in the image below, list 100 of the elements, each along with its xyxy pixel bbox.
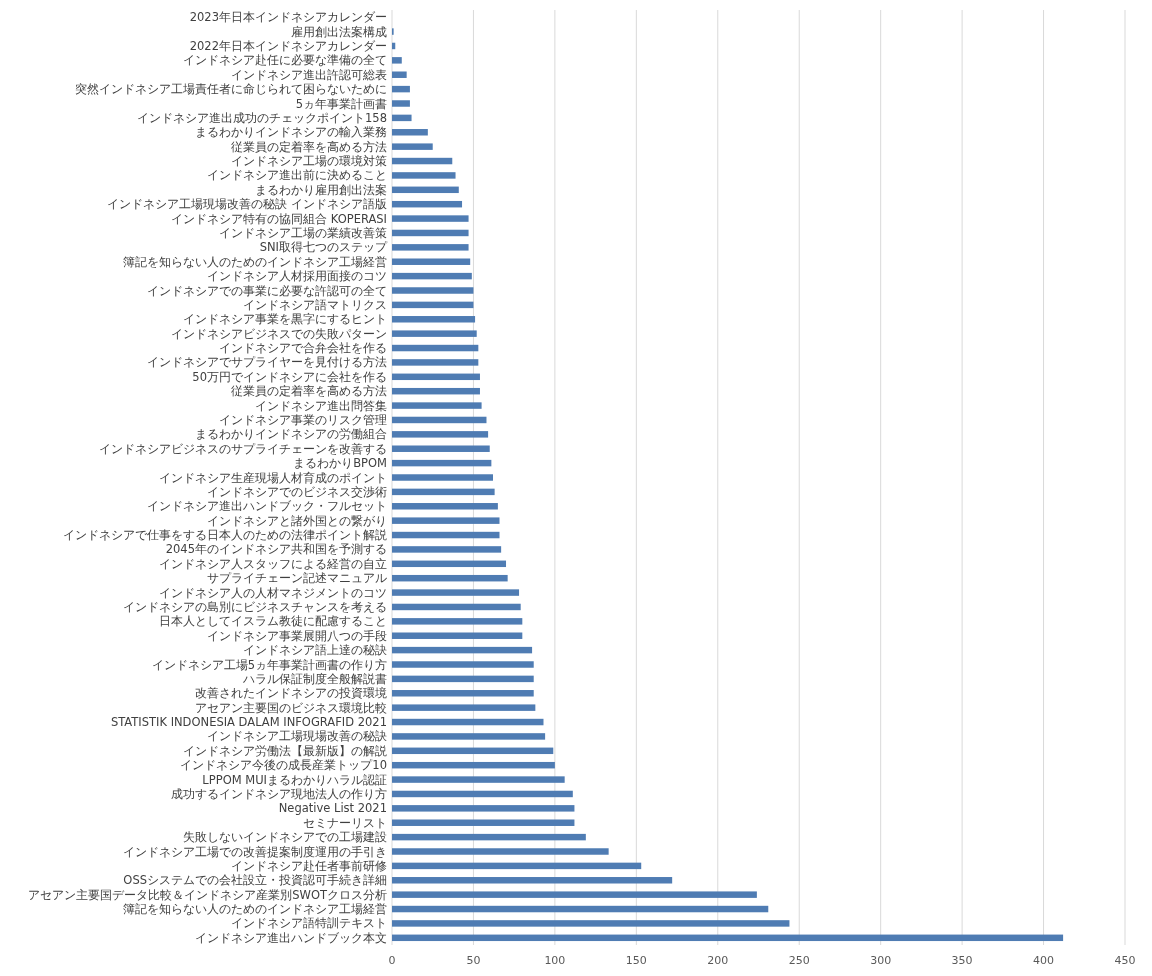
bar bbox=[392, 891, 757, 898]
y-tick-label: インドネシア進出成功のチェックポイント158 bbox=[137, 110, 387, 125]
y-tick-label: インドネシア語上達の秘訣 bbox=[243, 643, 387, 658]
y-tick-label: インドネシアでの事業に必要な許認可の全て bbox=[147, 283, 387, 298]
y-tick-label: インドネシア工場現場改善の秘訣 bbox=[207, 729, 387, 744]
y-tick-label: インドネシア事業展開八つの手段 bbox=[207, 628, 387, 643]
y-tick-label: インドネシア赴任に必要な準備の全て bbox=[183, 53, 387, 68]
bar bbox=[392, 718, 544, 726]
y-tick-label: 2023年日本インドネシアカレンダー bbox=[189, 10, 387, 25]
y-tick-label: インドネシア工場5ヵ年事業計画書の作り方 bbox=[151, 657, 387, 672]
x-tick-label: 0 bbox=[388, 954, 396, 967]
bar bbox=[392, 129, 428, 136]
bar bbox=[392, 85, 410, 93]
y-tick-label: アセアン主要国のビジネス環境比較 bbox=[195, 700, 387, 715]
x-tick-label: 450 bbox=[1114, 954, 1136, 967]
bar bbox=[392, 819, 575, 826]
y-tick-label: ハラル保証制度全般解説書 bbox=[242, 671, 387, 686]
y-tick-label: インドネシア進出問答集 bbox=[255, 398, 387, 413]
y-tick-label: インドネシア人材採用面接のコツ bbox=[207, 269, 387, 284]
bar bbox=[392, 531, 500, 539]
y-tick-label: インドネシア語マトリクス bbox=[243, 297, 387, 312]
y-tick-label: 簿記を知らない人のためのインドネシア工場経営 bbox=[123, 902, 387, 917]
bar bbox=[392, 416, 487, 424]
y-tick-label: 日本人としてイスラム教徒に配慮すること bbox=[159, 614, 387, 629]
y-tick-label: 5ヵ年事業計画書 bbox=[295, 96, 387, 111]
bar bbox=[392, 459, 492, 467]
y-tick-label: 従業員の定着率を高める方法 bbox=[231, 139, 387, 154]
bar bbox=[392, 704, 536, 711]
y-tick-label: インドネシア人の人材マネジメントのコツ bbox=[159, 585, 387, 600]
y-tick-label: インドネシア工場の業績改善策 bbox=[219, 225, 387, 240]
bar bbox=[392, 862, 642, 870]
y-tick-label: OSSシステムでの会社設立・投資認可手続き詳細 bbox=[123, 873, 387, 888]
y-tick-label: インドネシア事業のリスク管理 bbox=[219, 412, 387, 427]
bar bbox=[392, 100, 410, 107]
y-tick-label: まるわかり雇用創出法案 bbox=[255, 182, 387, 197]
bar bbox=[392, 690, 534, 697]
y-tick-label: インドネシア進出ハンドブック本文 bbox=[195, 930, 387, 945]
y-tick-label: 失敗しないインドネシアでの工場建設 bbox=[183, 830, 387, 845]
bar bbox=[392, 301, 474, 309]
bar bbox=[392, 934, 1064, 942]
y-tick-label: 従業員の定着率を高める方法 bbox=[231, 384, 387, 399]
bar bbox=[392, 747, 554, 755]
x-tick-label: 300 bbox=[870, 954, 892, 967]
y-tick-label: インドネシア工場の環境対策 bbox=[231, 154, 387, 169]
y-tick-label: まるわかりインドネシアの労働組合 bbox=[195, 427, 387, 442]
bar bbox=[392, 229, 469, 237]
y-tick-label: Negative List 2021 bbox=[278, 801, 387, 816]
y-tick-label: セミナーリスト bbox=[303, 815, 387, 830]
bar bbox=[392, 474, 493, 481]
bar bbox=[392, 646, 533, 654]
bar bbox=[392, 776, 565, 783]
bar bbox=[392, 287, 474, 294]
y-tick-label: インドネシアで仕事をする日本人のための法律ポイント解説 bbox=[63, 528, 387, 543]
bar bbox=[392, 805, 575, 812]
bar bbox=[392, 733, 546, 740]
bar bbox=[392, 186, 459, 194]
bar bbox=[392, 761, 555, 769]
bar bbox=[392, 503, 498, 510]
y-tick-label: まるわかりBPOM bbox=[293, 456, 387, 471]
y-tick-label: インドネシアの島別にビジネスチャンスを考える bbox=[123, 599, 387, 614]
bar bbox=[392, 920, 790, 927]
bar bbox=[392, 905, 769, 913]
bar bbox=[392, 258, 471, 265]
bar bbox=[392, 373, 480, 381]
y-tick-label: インドネシア赴任者事前研修 bbox=[231, 858, 387, 873]
bar bbox=[392, 618, 523, 625]
bar bbox=[392, 316, 476, 323]
y-tick-label: インドネシアでサプライヤーを見付ける方法 bbox=[147, 355, 387, 370]
bar bbox=[392, 157, 453, 165]
x-tick-label: 150 bbox=[625, 954, 647, 967]
bar bbox=[392, 244, 469, 251]
y-tick-label: インドネシア語特訓テキスト bbox=[231, 916, 387, 931]
bar bbox=[392, 675, 534, 683]
bar bbox=[392, 877, 673, 884]
bar bbox=[392, 661, 534, 668]
bar bbox=[392, 603, 521, 611]
y-tick-label: インドネシア今後の成長産業トップ10 bbox=[180, 758, 387, 773]
bar bbox=[392, 359, 479, 366]
bar bbox=[392, 431, 489, 438]
bar bbox=[392, 560, 507, 568]
y-tick-label: インドネシア人スタッフによる経営の自立 bbox=[159, 556, 387, 571]
y-tick-label: インドネシア生産現場人材育成のポイント bbox=[159, 470, 387, 485]
bar bbox=[392, 344, 479, 352]
y-tick-label: インドネシア進出許認可総表 bbox=[231, 67, 387, 82]
y-tick-label: 簿記を知らない人のためのインドネシア工場経営 bbox=[123, 254, 387, 269]
y-tick-label: 2045年のインドネシア共和国を予測する bbox=[165, 542, 387, 557]
y-tick-label: 改善されたインドネシアの投資環境 bbox=[195, 686, 387, 701]
bar bbox=[392, 589, 520, 596]
bar bbox=[392, 546, 502, 553]
bar bbox=[392, 445, 490, 452]
bar bbox=[392, 488, 495, 496]
y-tick-label: 突然インドネシア工場責任者に命じられて困らないために bbox=[75, 82, 387, 97]
y-tick-label: インドネシアビジネスのサプライチェーンを改善する bbox=[99, 441, 387, 456]
bar bbox=[392, 632, 523, 639]
bar bbox=[392, 215, 469, 222]
y-tick-label: LPPOM MUIまるわかりハラル認証 bbox=[202, 772, 387, 787]
y-tick-label: インドネシア進出前に決めること bbox=[207, 168, 387, 183]
x-tick-label: 200 bbox=[707, 954, 729, 967]
bar bbox=[392, 330, 477, 337]
bar bbox=[392, 833, 586, 841]
